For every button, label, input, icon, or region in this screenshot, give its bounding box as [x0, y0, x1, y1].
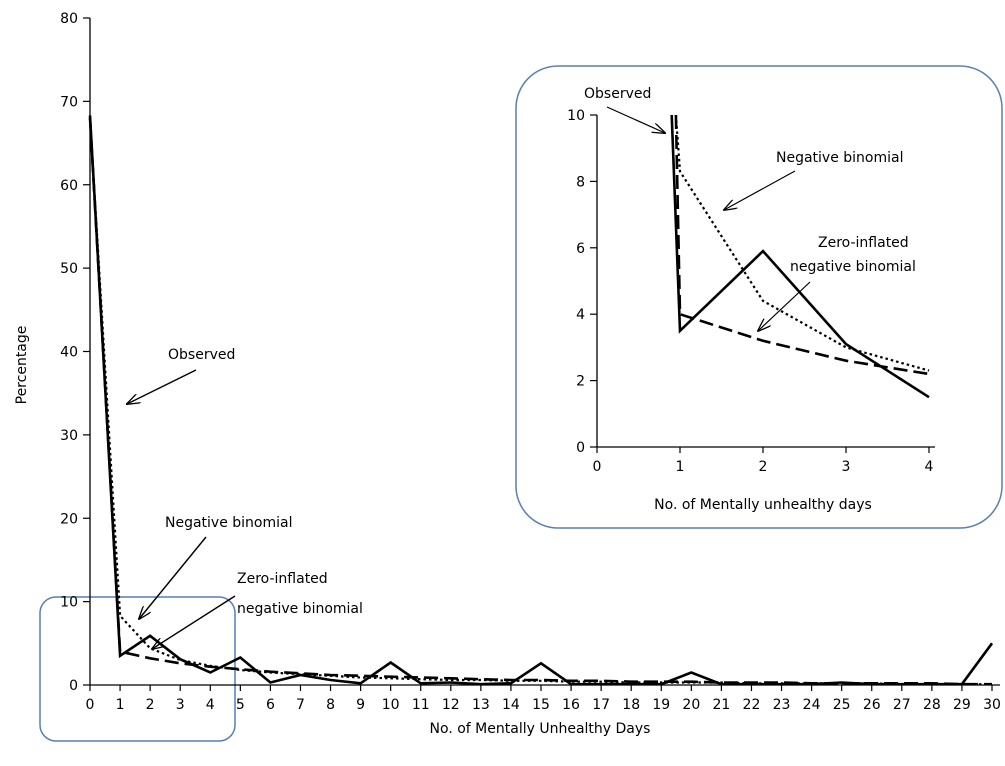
main-x-tick-label: 9 [356, 697, 365, 713]
main-x-tick-label: 20 [682, 697, 700, 713]
main-y-tick-label: 20 [60, 511, 78, 527]
main-x-tick-label: 22 [743, 697, 761, 713]
main-y-tick-label: 0 [69, 678, 78, 694]
inset-annotation-negative-binomial: Negative binomial [776, 150, 904, 166]
zoom-region-box [39, 596, 236, 742]
inset-y-tick-label: 4 [576, 307, 585, 323]
main-x-tick-label: 18 [622, 697, 640, 713]
main-y-tick-label: 70 [60, 94, 78, 110]
inset-x-tick-label: 3 [842, 459, 851, 475]
main-x-tick-label: 13 [472, 697, 490, 713]
main-x-tick-label: 5 [236, 697, 245, 713]
main-y-tick-label: 80 [60, 11, 78, 27]
main-x-tick-label: 8 [326, 697, 335, 713]
main-x-tick-label: 1 [116, 697, 125, 713]
main-x-tick-label: 16 [562, 697, 580, 713]
main-x-tick-label: 26 [863, 697, 881, 713]
main-y-tick-label: 60 [60, 178, 78, 194]
inset-y-tick-label: 6 [576, 241, 585, 257]
main-x-tick-label: 25 [833, 697, 851, 713]
main-y-tick-label: 40 [60, 345, 78, 361]
inset-annotations: Observed Negative binomial Zero-inflated… [584, 86, 916, 331]
annotation-arrow-observed [127, 369, 197, 404]
inset-series-observed [670, 114, 930, 399]
inset-annotation-zero-inflated-line2: negative binomial [790, 259, 916, 275]
inset-annotation-observed: Observed [584, 86, 651, 102]
inset-y-tick-label: 0 [576, 440, 585, 456]
annotation-arrow-negative-binomial [139, 536, 207, 619]
inset-panel-frame [515, 65, 1003, 529]
main-x-tick-label: 21 [712, 697, 730, 713]
main-x-tick-label: 14 [502, 697, 520, 713]
main-x-tick-label: 7 [296, 697, 305, 713]
annotation-zero-inflated-line2: negative binomial [237, 601, 363, 617]
main-x-tick-label: 23 [773, 697, 791, 713]
inset-y-tick-label: 2 [576, 374, 585, 390]
inset-series-group [670, 114, 930, 399]
inset-annotation-zero-inflated-line1: Zero-inflated [818, 235, 909, 251]
inset-x-tick-label: 4 [925, 459, 934, 475]
main-y-axis-title: Percentage [14, 326, 30, 405]
inset-x-tick-label: 2 [759, 459, 768, 475]
inset-y-tick-label: 8 [576, 174, 585, 190]
main-x-tick-label: 2 [146, 697, 155, 713]
main-x-tick-label: 15 [532, 697, 550, 713]
annotation-arrow-zero-inflated [152, 595, 236, 649]
main-x-tick-label: 0 [86, 697, 95, 713]
main-y-tick-label: 10 [60, 595, 78, 611]
main-series-group [88, 115, 994, 686]
inset-x-tick-label: 0 [593, 459, 602, 475]
main-series-observed [88, 115, 994, 686]
inset-series-negative-binomial [674, 114, 930, 372]
inset-axes: 0 2 4 6 8 10 0 1 2 3 4 [567, 108, 935, 475]
inset-series-zero-inflated-negative-binomial [674, 114, 930, 376]
main-y-tick-label: 50 [60, 261, 78, 277]
main-y-tick-label: 30 [60, 428, 78, 444]
inset-y-tick-label: 10 [567, 108, 585, 124]
inset-x-tick-label: 1 [676, 459, 685, 475]
main-x-tick-label: 30 [983, 697, 1001, 713]
annotation-observed: Observed [168, 347, 235, 363]
main-x-axis-title: No. of Mentally Unhealthy Days [430, 721, 651, 737]
main-x-tick-label: 28 [923, 697, 941, 713]
inset-annotation-arrow-observed [606, 106, 665, 133]
main-x-tick-label: 27 [893, 697, 911, 713]
inset-annotation-arrow-zero-inflated [758, 281, 811, 331]
inset-annotation-arrow-negative-binomial [724, 170, 796, 210]
main-x-tick-label: 11 [412, 697, 430, 713]
main-x-tick-label: 24 [803, 697, 821, 713]
main-x-tick-label: 6 [266, 697, 275, 713]
main-x-tick-label: 10 [382, 697, 400, 713]
main-x-tick-label: 29 [953, 697, 971, 713]
main-x-tick-label: 19 [652, 697, 670, 713]
main-x-tick-label: 3 [176, 697, 185, 713]
main-x-tick-label: 4 [206, 697, 215, 713]
inset-x-axis-title: No. of Mentally unhealthy days [654, 497, 872, 513]
annotation-zero-inflated-line1: Zero-inflated [237, 571, 328, 587]
main-annotations: Observed Negative binomial Zero-inflated… [127, 347, 363, 649]
main-x-tick-label: 12 [442, 697, 460, 713]
annotation-negative-binomial: Negative binomial [165, 515, 293, 531]
main-x-tick-label: 17 [592, 697, 610, 713]
